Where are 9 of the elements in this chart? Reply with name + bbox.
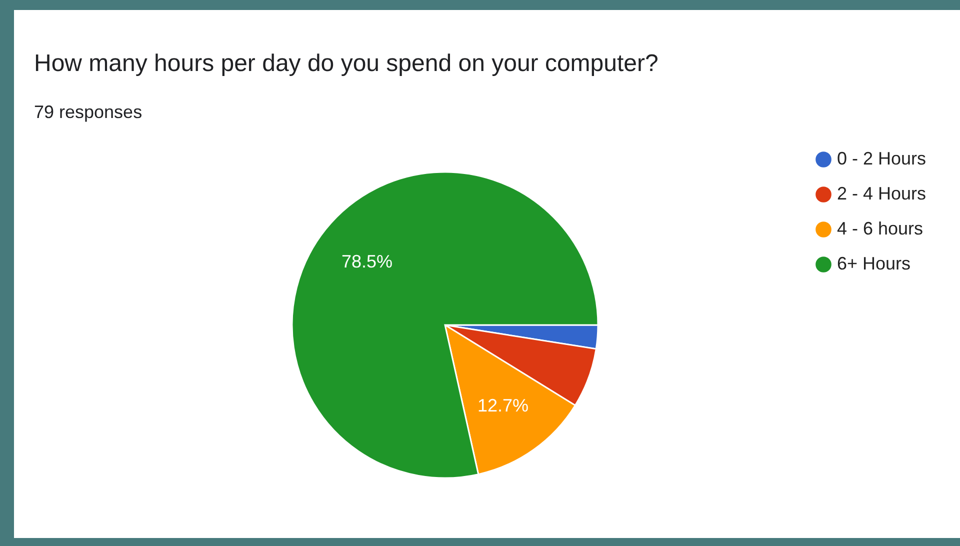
legend-label: 0 - 2 Hours	[837, 148, 926, 168]
text: 79 responses	[34, 102, 142, 123]
data-label: 12.7%	[477, 395, 529, 416]
legend-label: 6+ Hours	[837, 254, 911, 274]
pie-slice	[291, 171, 599, 479]
chart-title: How many hours per day do you spend on your computer?	[34, 50, 658, 78]
legend-label: 4 - 6 hours	[837, 218, 924, 238]
data-label: 78.5%	[341, 251, 392, 272]
legend-label: 2 - 4 Hours	[837, 184, 926, 204]
